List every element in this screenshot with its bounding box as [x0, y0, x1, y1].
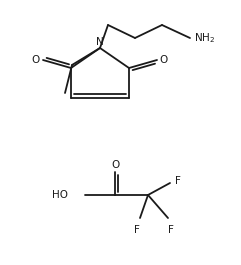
Text: HO: HO — [52, 190, 68, 200]
Text: F: F — [175, 176, 181, 186]
Text: O: O — [111, 160, 119, 170]
Text: NH$_2$: NH$_2$ — [194, 31, 215, 45]
Text: O: O — [32, 55, 40, 65]
Text: O: O — [160, 55, 168, 65]
Text: F: F — [134, 225, 140, 235]
Text: F: F — [168, 225, 174, 235]
Text: N: N — [96, 37, 104, 47]
